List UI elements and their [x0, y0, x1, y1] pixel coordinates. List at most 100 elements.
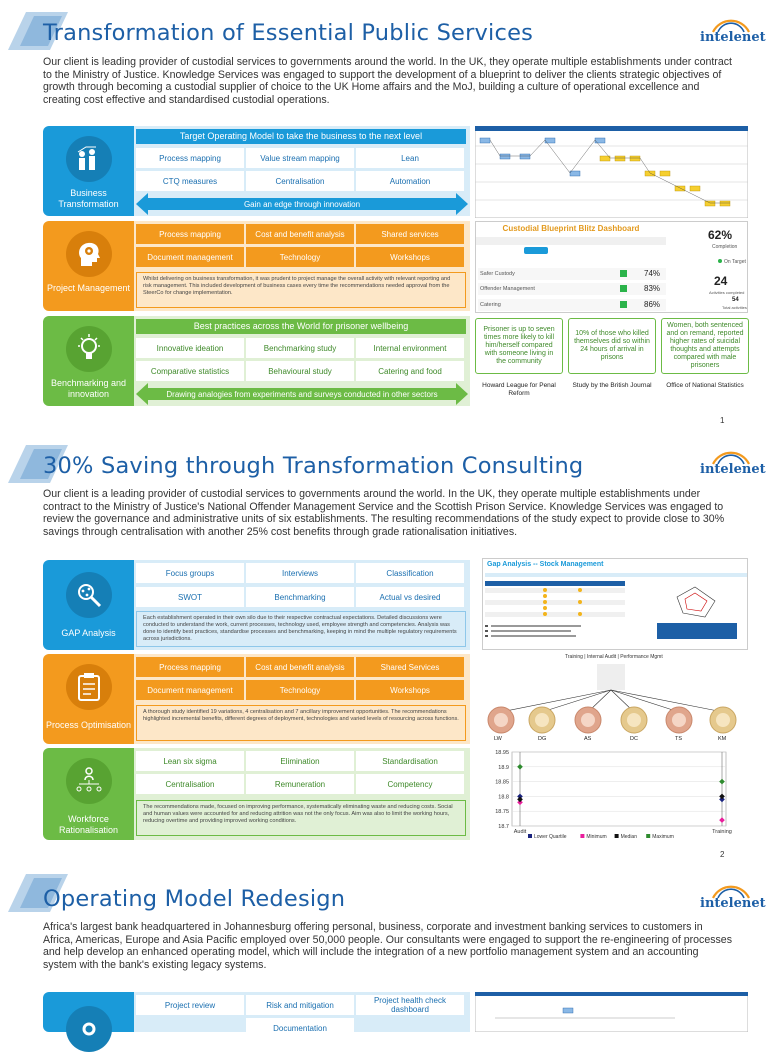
- fact-box: Women, both sentenced and on remand, rep…: [661, 318, 749, 374]
- people-growth-icon: [65, 136, 112, 182]
- page-title: 30% Saving through Transformation Consul…: [43, 453, 584, 479]
- logo-arc-icon: [712, 451, 750, 465]
- cell: Workshops: [356, 247, 464, 267]
- data-point: [517, 799, 523, 806]
- item-name: Catering: [480, 302, 501, 308]
- data-point: [719, 817, 725, 823]
- blueprint-dashboard: Custodial Blueprint Blitz Dashboard Safe…: [475, 221, 748, 313]
- y-tick-label: 18.85: [495, 780, 509, 786]
- panel-header: Target Operating Model to take the busin…: [136, 129, 466, 144]
- side-project-review: [43, 992, 134, 1052]
- intro-paragraph: Africa's largest bank headquartered in J…: [43, 921, 732, 971]
- dashboard-row: Safer Custody 74%: [478, 268, 666, 280]
- cell: Competency: [356, 774, 464, 794]
- cell: Document management: [136, 247, 244, 267]
- ribbon-decoration: [8, 12, 68, 50]
- x-tick-label: Training: [712, 829, 732, 835]
- cell: Process mapping: [136, 224, 244, 244]
- logo-text: intelenet: [700, 30, 766, 45]
- org-node-label: AS: [584, 736, 592, 742]
- x-tick-label: Audit: [514, 829, 527, 835]
- org-node-label: TS: [675, 736, 683, 742]
- panel-header: Best practices across the World for pris…: [136, 319, 466, 334]
- panel-project-review: Project review Risk and mitigation Proje…: [134, 992, 470, 1038]
- logo-arc-icon: [712, 19, 750, 33]
- process-map-thumbnail: [475, 992, 748, 1032]
- cell: Behavioural study: [246, 361, 354, 381]
- slide-2: 30% Saving through Transformation Consul…: [0, 440, 768, 860]
- legend-label: Minimum: [586, 834, 606, 840]
- fact-source: Office of National Statistics: [666, 382, 744, 389]
- logo-text: intelenet: [700, 462, 766, 477]
- intelenet-logo: intelenet: [700, 874, 766, 911]
- cell: Project review: [136, 995, 244, 1015]
- panel-business-transformation: Target Operating Model to take the busin…: [134, 126, 470, 216]
- legend-label: Lower Quartile: [534, 834, 567, 840]
- page-number: 2: [720, 850, 725, 859]
- cell: Project health check dashboard: [356, 995, 464, 1015]
- intro-paragraph: Our client is a leading provider of cust…: [43, 488, 725, 538]
- slide-3: Operating Model Redesign intelenet Afric…: [0, 870, 768, 1052]
- clipboard-icon: [65, 664, 112, 710]
- fact-source: Study by the British Journal: [572, 382, 652, 389]
- legend-swatch: [646, 834, 651, 838]
- side-label: Process Optimisation: [45, 720, 132, 730]
- side-label: Project Management: [46, 283, 131, 293]
- page-title: Operating Model Redesign: [43, 886, 346, 912]
- gear-icon: [65, 1006, 112, 1052]
- data-point: [517, 763, 523, 770]
- big-value: 62%: [708, 228, 733, 242]
- intelenet-logo: intelenet: [700, 440, 766, 477]
- double-arrow: [136, 193, 468, 215]
- cell: Catering and food: [356, 361, 464, 381]
- cell: Internal environment: [356, 338, 464, 358]
- data-point: [719, 778, 725, 785]
- panel-project-management: Process mapping Cost and benefit analysi…: [134, 221, 470, 311]
- panel-note: Whilst delivering on business transforma…: [136, 272, 466, 308]
- cell: Automation: [356, 171, 464, 191]
- org-header: Training | Internal Audit | Performance …: [565, 654, 663, 660]
- fact-source: Howard League for Penal Reform: [482, 382, 556, 397]
- arrow-label: Drawing analogies from experiments and s…: [166, 389, 438, 399]
- cell: Classification: [356, 563, 464, 583]
- data-point: [719, 796, 725, 803]
- y-tick-label: 18.75: [495, 809, 509, 815]
- legend-swatch: [580, 834, 585, 838]
- double-arrow: [136, 383, 468, 405]
- cell: Process mapping: [136, 148, 244, 168]
- legend-label: On Target: [724, 259, 746, 265]
- panel-process-optimisation: Process mapping Cost and benefit analysi…: [134, 654, 470, 744]
- cell: Focus groups: [136, 563, 244, 583]
- cell: Technology: [246, 680, 354, 700]
- cell: Shared Services: [356, 657, 464, 677]
- cell: Elimination: [246, 751, 354, 771]
- side-label: Business Transformation: [58, 188, 119, 209]
- cell: Benchmarking study: [246, 338, 354, 358]
- cell: Centralisation: [246, 171, 354, 191]
- cell: Interviews: [246, 563, 354, 583]
- y-tick-label: 18.7: [498, 824, 509, 830]
- intelenet-logo: intelenet: [700, 8, 766, 45]
- cell: Innovative ideation: [136, 338, 244, 358]
- fact-box: 10% of those who killed themselves did s…: [568, 318, 656, 374]
- side-business-transformation: Business Transformation: [43, 126, 134, 216]
- cell: Document management: [136, 680, 244, 700]
- data-point: [719, 793, 725, 800]
- cell: Comparative statistics: [136, 361, 244, 381]
- cell: Centralisation: [136, 774, 244, 794]
- panel-benchmarking: Best practices across the World for pris…: [134, 316, 470, 406]
- gap-panel-title: Gap Analysis -- Stock Management: [487, 561, 604, 568]
- item-name: Offender Management: [480, 286, 535, 292]
- side-label: Benchmarking and innovation: [50, 378, 127, 399]
- cell: Shared services: [356, 224, 464, 244]
- slide-1: Transformation of Essential Public Servi…: [0, 0, 768, 430]
- page-title: Transformation of Essential Public Servi…: [43, 20, 534, 46]
- gap-panel-graphic: [485, 573, 747, 639]
- side-project-management: Project Management: [43, 221, 134, 311]
- cell: Remuneration: [246, 774, 354, 794]
- lightbulb-icon: [65, 326, 112, 372]
- org-node-label: LW: [494, 736, 502, 742]
- data-point: [517, 793, 523, 800]
- org-node-label: KM: [718, 736, 727, 742]
- side-label: Workforce Rationalisation: [58, 814, 119, 835]
